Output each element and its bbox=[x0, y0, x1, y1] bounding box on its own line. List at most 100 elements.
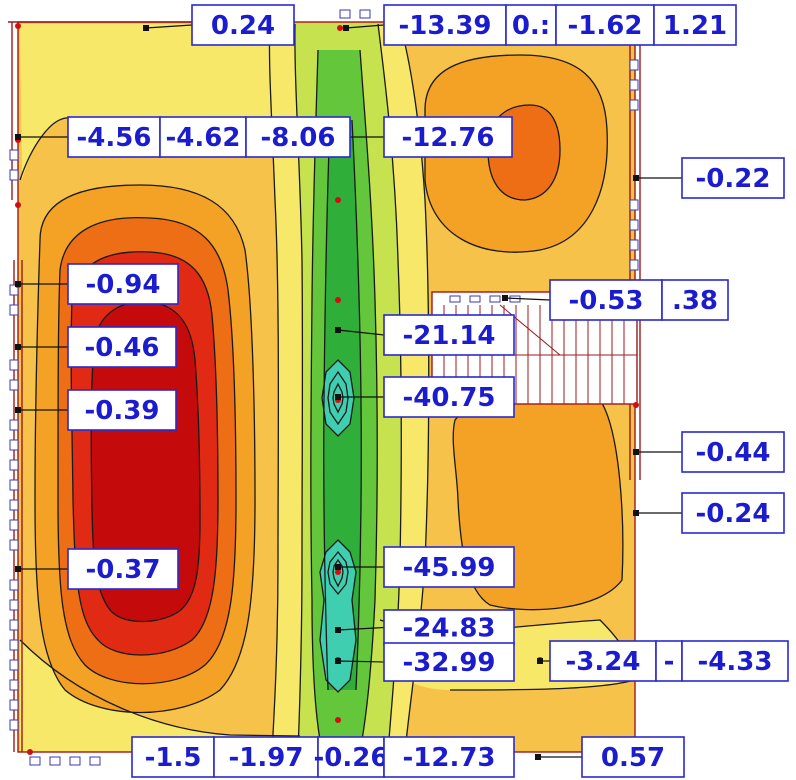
label-value: -21.14 bbox=[402, 321, 495, 351]
label-box bbox=[681, 157, 785, 199]
label-box bbox=[655, 640, 683, 682]
value-label-bottom-5: 0.57 bbox=[581, 736, 685, 778]
value-label-row2-3: -8.06 bbox=[245, 116, 351, 158]
label-box bbox=[383, 116, 513, 158]
label-value: -1.62 bbox=[568, 11, 643, 41]
anchor-point-right-3 bbox=[633, 510, 639, 516]
value-label-bottom-3: -0.26 bbox=[314, 736, 388, 778]
label-value: -32.99 bbox=[402, 648, 495, 678]
label-value: -0.39 bbox=[85, 396, 160, 426]
label-value: -0.46 bbox=[85, 333, 160, 363]
value-label-left-4: -0.37 bbox=[67, 548, 179, 590]
label-box bbox=[681, 431, 785, 473]
value-label-row2-1: -4.56 bbox=[67, 116, 161, 158]
label-box bbox=[67, 263, 179, 305]
label-value: 0.57 bbox=[601, 743, 665, 773]
label-value: -8.06 bbox=[261, 123, 336, 153]
label-box bbox=[383, 376, 515, 418]
value-label-right-3: -0.24 bbox=[681, 492, 785, 534]
label-value: -3.24 bbox=[566, 647, 641, 677]
leader-line-center-4 bbox=[337, 626, 385, 631]
contour-zone-yellow-bottom bbox=[20, 640, 300, 752]
label-value: -0.24 bbox=[696, 499, 771, 529]
value-labels: 0.24 -13.39 0.: -1.62 1.21 -4.56 -4.62 -8.06 -12… bbox=[67, 4, 789, 778]
label-box bbox=[653, 4, 737, 46]
leader-line-center-1 bbox=[337, 329, 385, 336]
label-box bbox=[383, 736, 515, 778]
value-label-center-1: -21.14 bbox=[383, 314, 515, 356]
label-value: -4.33 bbox=[698, 647, 773, 677]
value-label-top-3: 0.: bbox=[505, 4, 557, 46]
label-box bbox=[67, 116, 161, 158]
anchor-point-left-4 bbox=[15, 566, 21, 572]
value-label-center-4: -24.83 bbox=[383, 609, 515, 646]
label-value: -45.99 bbox=[402, 553, 495, 583]
label-box bbox=[67, 326, 177, 368]
anchor-point-center-4 bbox=[335, 627, 341, 633]
value-label-left-3: -0.39 bbox=[67, 389, 177, 431]
label-value: -0.44 bbox=[696, 438, 771, 468]
label-box bbox=[67, 548, 179, 590]
value-label-top-1: 0.24 bbox=[191, 4, 295, 46]
value-label-top-2: -13.39 bbox=[383, 4, 507, 46]
anchor-point-top-1 bbox=[143, 25, 149, 31]
label-box bbox=[317, 736, 385, 778]
anchor-point-right-1 bbox=[633, 175, 639, 181]
label-value: -24.83 bbox=[402, 614, 495, 644]
anchor-point-left-1 bbox=[15, 281, 21, 287]
anchor-point-center-5 bbox=[335, 658, 341, 664]
label-value: 0.: bbox=[512, 11, 550, 41]
value-label-right-4: -3.24 bbox=[549, 640, 657, 682]
value-label-bottom-4: -12.73 bbox=[383, 736, 515, 778]
anchor-point-bottom-5 bbox=[535, 754, 541, 760]
label-box bbox=[549, 640, 657, 682]
label-box bbox=[383, 642, 515, 682]
value-label-right-2: -0.44 bbox=[681, 431, 785, 473]
anchor-point-left-3 bbox=[15, 407, 21, 413]
label-value: -0.94 bbox=[86, 270, 161, 300]
leader-line-stair-1 bbox=[504, 297, 551, 301]
anchor-point-center-1 bbox=[335, 327, 341, 333]
label-box bbox=[383, 314, 515, 356]
label-value: -13.39 bbox=[398, 11, 491, 41]
label-value: -4.62 bbox=[166, 123, 241, 153]
leader-line-top-2 bbox=[345, 24, 385, 29]
value-label-bottom-2: -1.97 bbox=[213, 736, 319, 778]
label-box bbox=[245, 116, 351, 158]
value-label-stair-1: -0.53 bbox=[549, 279, 663, 321]
label-box bbox=[681, 492, 785, 534]
value-label-bottom-1: -1.5 bbox=[131, 736, 215, 778]
value-label-center-3: -45.99 bbox=[383, 546, 515, 588]
value-label-row2-4: -12.76 bbox=[383, 116, 513, 158]
value-label-top-4: -1.62 bbox=[555, 4, 655, 46]
value-label-stair-2: .38 bbox=[661, 279, 729, 321]
label-box bbox=[191, 4, 295, 46]
label-box bbox=[681, 640, 789, 682]
anchor-point-center-3 bbox=[335, 564, 341, 570]
leader-line-center-5 bbox=[337, 660, 385, 663]
label-value: 0.24 bbox=[211, 11, 275, 41]
value-label-left-2: -0.46 bbox=[67, 326, 177, 368]
label-box bbox=[383, 546, 515, 588]
value-label-right-5: - bbox=[655, 640, 683, 682]
label-value: -0.53 bbox=[569, 286, 644, 316]
label-box bbox=[213, 736, 319, 778]
column-markers bbox=[9, 9, 639, 766]
label-value: -0.22 bbox=[696, 164, 771, 194]
anchor-point-stair-1 bbox=[502, 295, 508, 301]
label-box bbox=[661, 279, 729, 321]
label-box bbox=[549, 279, 663, 321]
label-value: -12.73 bbox=[402, 743, 495, 773]
label-box bbox=[159, 116, 247, 158]
value-label-center-5: -32.99 bbox=[383, 642, 515, 682]
label-value: -40.75 bbox=[402, 383, 495, 413]
value-label-right-6: -4.33 bbox=[681, 640, 789, 682]
value-label-left-1: -0.94 bbox=[67, 263, 179, 305]
label-value: -0.37 bbox=[86, 555, 161, 585]
label-value: -12.76 bbox=[401, 123, 494, 153]
value-label-right-1: -0.22 bbox=[681, 157, 785, 199]
label-box bbox=[505, 4, 557, 46]
label-value: - bbox=[664, 647, 675, 677]
value-label-row2-2: -4.62 bbox=[159, 116, 247, 158]
anchor-point-top-2 bbox=[343, 25, 349, 31]
